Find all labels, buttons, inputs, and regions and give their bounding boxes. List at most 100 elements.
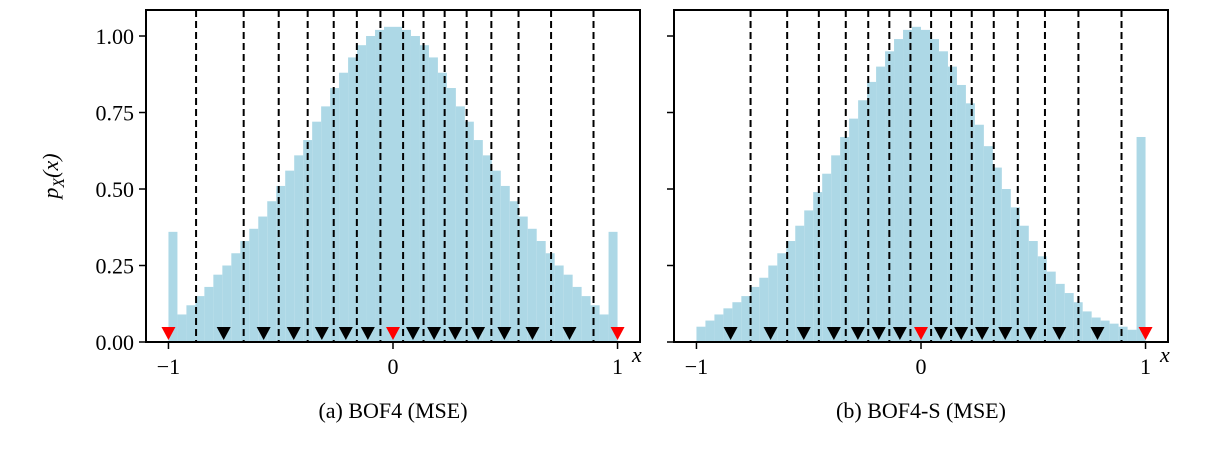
histogram-bar bbox=[285, 170, 295, 342]
histogram-bar bbox=[321, 106, 331, 342]
histogram-bar bbox=[1136, 136, 1146, 342]
histogram-bar bbox=[267, 201, 277, 342]
histogram-bar bbox=[974, 124, 984, 342]
histogram-bar bbox=[348, 57, 358, 343]
histogram-bar bbox=[572, 286, 582, 342]
histogram-bar bbox=[599, 314, 609, 342]
histogram-bar bbox=[1082, 311, 1092, 342]
histogram-bar bbox=[840, 136, 850, 342]
subtitle: (a) BOF4 (MSE) bbox=[318, 398, 467, 423]
y-label-sub: X bbox=[51, 177, 68, 189]
histogram-bar bbox=[330, 88, 340, 342]
histogram-bar bbox=[768, 265, 778, 342]
histogram-bar bbox=[518, 216, 528, 342]
histogram-bar bbox=[903, 29, 913, 342]
histogram-bar bbox=[590, 305, 600, 342]
histogram-bar bbox=[741, 296, 751, 342]
histogram-bar bbox=[983, 146, 993, 342]
level-marker bbox=[892, 327, 907, 340]
level-marker bbox=[562, 327, 577, 340]
level-marker bbox=[1138, 327, 1153, 340]
histogram-bar bbox=[1064, 293, 1074, 342]
level-marker bbox=[448, 327, 463, 340]
histogram-bar bbox=[723, 308, 733, 342]
histogram-bar bbox=[822, 173, 832, 342]
histogram-bar bbox=[786, 241, 796, 342]
histogram-bar bbox=[705, 320, 715, 342]
histogram-bar bbox=[956, 84, 966, 342]
histogram-bar bbox=[357, 45, 367, 343]
histogram-bar bbox=[464, 121, 474, 342]
level-marker bbox=[338, 327, 353, 340]
x-axis-label: x bbox=[1159, 342, 1170, 367]
histogram-bar bbox=[401, 29, 411, 342]
histogram-bar bbox=[947, 66, 957, 343]
level-marker bbox=[610, 327, 625, 340]
histogram-bar bbox=[177, 314, 187, 342]
histogram-bar bbox=[428, 57, 438, 343]
level-marker bbox=[161, 327, 176, 340]
histogram-bar bbox=[258, 216, 268, 342]
level-marker bbox=[975, 327, 990, 340]
level-marker bbox=[1090, 327, 1105, 340]
histogram-bar bbox=[231, 253, 241, 342]
x-tick-label: 0 bbox=[916, 354, 927, 379]
histogram-bar bbox=[446, 88, 456, 342]
histogram-bar bbox=[410, 36, 420, 342]
histogram-bar bbox=[795, 225, 805, 342]
histogram-bar bbox=[1127, 329, 1137, 342]
histogram-bar bbox=[222, 265, 232, 342]
y-label-base: p bbox=[38, 188, 63, 201]
x-tick-label: −1 bbox=[685, 354, 708, 379]
histogram-bar bbox=[929, 39, 939, 343]
histogram-bar bbox=[921, 29, 930, 342]
histogram-bar bbox=[1046, 271, 1056, 342]
level-marker bbox=[256, 327, 271, 340]
histogram-bar bbox=[1019, 225, 1029, 342]
histogram-bar bbox=[419, 45, 429, 343]
histogram-bar bbox=[276, 185, 286, 342]
histogram-bar bbox=[240, 241, 250, 342]
histogram-bar bbox=[894, 39, 904, 343]
level-marker bbox=[314, 327, 329, 340]
level-marker bbox=[360, 327, 375, 340]
histogram-bar bbox=[509, 201, 519, 342]
y-tick-label: 0.50 bbox=[96, 177, 135, 202]
histogram-bar bbox=[527, 228, 537, 342]
histogram-bar bbox=[536, 241, 546, 342]
histogram-bar bbox=[858, 100, 868, 343]
histogram-bar bbox=[312, 121, 322, 342]
histogram-bar bbox=[491, 170, 501, 342]
level-marker bbox=[763, 327, 778, 340]
level-marker bbox=[525, 327, 540, 340]
x-tick-label: 1 bbox=[1140, 354, 1151, 379]
histogram-bar bbox=[249, 228, 259, 342]
y-tick-label: 1.00 bbox=[96, 24, 135, 49]
histogram-bar bbox=[885, 51, 895, 343]
histogram-bar bbox=[849, 118, 859, 342]
histogram-bar bbox=[393, 26, 402, 342]
level-marker bbox=[933, 327, 948, 340]
histogram-bar bbox=[1010, 207, 1020, 342]
x-tick-label: 0 bbox=[388, 354, 399, 379]
histogram-bar bbox=[581, 296, 591, 342]
histogram-bar bbox=[1037, 256, 1047, 342]
histogram-bar bbox=[482, 155, 492, 342]
level-marker bbox=[286, 327, 301, 340]
histogram-bar bbox=[608, 231, 618, 342]
histogram-bar bbox=[1100, 320, 1110, 342]
histogram-bar bbox=[195, 296, 205, 342]
level-marker bbox=[826, 327, 841, 340]
histogram-bar bbox=[1118, 326, 1128, 342]
histogram-bar bbox=[714, 314, 724, 342]
histogram-bar bbox=[804, 210, 814, 342]
level-marker bbox=[427, 327, 442, 340]
histogram-bar bbox=[732, 302, 742, 342]
histogram-bar bbox=[831, 155, 841, 342]
level-marker bbox=[850, 327, 865, 340]
histogram-bar bbox=[500, 185, 510, 342]
level-marker bbox=[914, 327, 928, 340]
histogram-bar bbox=[375, 29, 385, 342]
